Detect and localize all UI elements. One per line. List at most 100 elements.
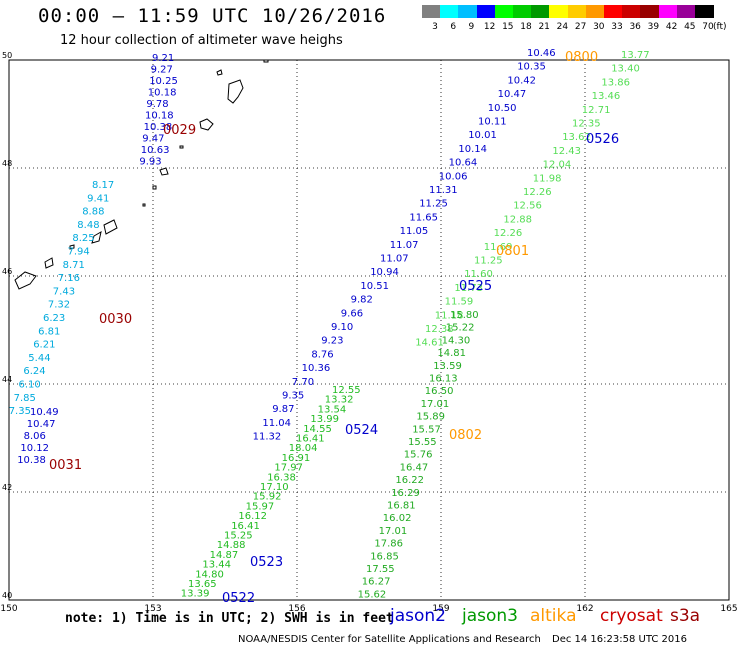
wave-height-label: 10.42 xyxy=(507,75,536,86)
wave-height-label: 9.87 xyxy=(272,404,294,415)
wave-height-label: 17.10 xyxy=(260,482,289,493)
wave-height-label: 10.01 xyxy=(468,130,497,141)
wave-height-label: 15.25 xyxy=(224,531,253,542)
wave-height-label: 7.70 xyxy=(292,377,314,388)
wave-height-label: 11.98 xyxy=(533,173,562,184)
island-outline xyxy=(91,231,102,244)
wave-height-label: 13.44 xyxy=(202,560,231,571)
wave-height-label: 13.59 xyxy=(433,361,462,372)
legend-label: 18 xyxy=(520,22,532,32)
wave-height-label: 13.65 xyxy=(188,579,217,590)
island-outline xyxy=(69,244,75,250)
wave-height-label: 13.99 xyxy=(310,414,339,425)
wave-height-label: 10.35 xyxy=(517,62,546,73)
wave-height-label: 10.06 xyxy=(439,171,468,182)
wave-height-label: 11.25 xyxy=(474,256,503,267)
wave-height-label: 8.06 xyxy=(24,431,46,442)
wave-height-label: 16.81 xyxy=(387,501,416,512)
legend-label: 42 xyxy=(665,22,678,32)
wave-height-label: 11.32 xyxy=(253,432,282,443)
wave-height-label: 17.86 xyxy=(374,539,403,550)
wave-height-label: 15.97 xyxy=(246,501,275,512)
footer-note: note: 1) Time is in UTC; 2) SWH is in fe… xyxy=(65,611,394,626)
legend-label: 3 xyxy=(432,22,438,32)
wave-height-label: 10.12 xyxy=(20,443,49,454)
island-outline xyxy=(152,185,157,190)
wave-height-label: 10.49 xyxy=(30,407,59,418)
wave-height-label: 9.47 xyxy=(142,134,164,145)
island-outline xyxy=(179,145,184,149)
wave-height-label: 15.62 xyxy=(358,589,387,600)
wave-height-label: 9.66 xyxy=(341,308,363,319)
wave-height-label: 12.35 xyxy=(572,119,601,130)
island-outline xyxy=(103,219,118,235)
wave-height-label: 13.77 xyxy=(621,50,650,61)
island-outline xyxy=(44,257,54,269)
legend-label: 21 xyxy=(538,22,550,32)
wave-height-label: 13.39 xyxy=(181,589,210,600)
wave-height-label: 16.29 xyxy=(391,488,420,499)
wave-height-label: 15.80 xyxy=(450,310,479,321)
legend-swatch xyxy=(567,5,587,18)
pass-time-label: 0526 xyxy=(586,132,619,147)
wave-height-label: 16.41 xyxy=(296,434,325,445)
island-outline xyxy=(199,118,214,131)
legend-s3a: s3a xyxy=(670,606,701,626)
wave-height-label: 15.89 xyxy=(416,412,445,423)
lat-tick-label: 50 xyxy=(2,51,12,60)
legend-jason2: jason2 xyxy=(390,606,446,626)
wave-height-label: 11.07 xyxy=(380,254,409,265)
wave-height-label: 18.04 xyxy=(289,443,318,454)
wave-height-label: 14.87 xyxy=(210,550,239,561)
wave-height-label: 16.41 xyxy=(231,521,260,532)
wave-height-label: 10.38 xyxy=(144,122,173,133)
wave-height-label: 16.47 xyxy=(400,462,429,473)
wave-height-label: 11.05 xyxy=(400,226,429,237)
map-subtitle: 12 hour collection of altimeter wave hei… xyxy=(60,33,343,48)
pass-time-label: 0029 xyxy=(163,123,196,138)
legend-label: 33 xyxy=(611,22,623,32)
legend-label: 15 xyxy=(502,22,514,32)
wave-height-label: 8.71 xyxy=(63,260,85,271)
wave-height-label: 14.88 xyxy=(217,540,246,551)
wave-height-label: 16.13 xyxy=(429,374,458,385)
legend-swatch xyxy=(440,5,459,18)
wave-height-label: 8.25 xyxy=(72,233,94,244)
lat-tick-label: 40 xyxy=(2,591,12,600)
wave-height-label: 13.86 xyxy=(601,77,630,88)
wave-height-label: 14.55 xyxy=(303,424,332,435)
legend-label: 12 xyxy=(483,22,496,32)
wave-height-label: 16.22 xyxy=(395,475,424,486)
legend-label: 27 xyxy=(574,22,587,32)
wave-height-label: 8.88 xyxy=(82,207,104,218)
legend-swatch xyxy=(476,5,496,18)
wave-height-label: 15.57 xyxy=(412,424,441,435)
wave-height-label: 11.59 xyxy=(445,297,474,308)
footer-credit: NOAA/NESDIS Center for Satellite Applica… xyxy=(238,634,541,645)
wave-height-label: 9.27 xyxy=(151,65,173,76)
legend-swatch xyxy=(622,5,641,18)
wave-height-label: 9.35 xyxy=(282,391,304,402)
legend-cryosat: cryosat xyxy=(600,606,663,626)
island-outline xyxy=(263,59,269,63)
wave-height-label: 10.18 xyxy=(148,88,177,99)
wave-height-label: 6.81 xyxy=(38,326,60,337)
lon-tick-label: 153 xyxy=(144,604,161,614)
wave-height-label: 10.50 xyxy=(488,103,517,114)
island-outline xyxy=(216,69,223,76)
island-outline xyxy=(159,167,169,176)
island-outline xyxy=(14,271,37,290)
wave-height-label: 7.16 xyxy=(58,273,80,284)
wave-height-label: 10.36 xyxy=(302,363,331,374)
legend-swatch xyxy=(494,5,514,18)
legend-swatch xyxy=(585,5,605,18)
wave-height-label: 14.61 xyxy=(415,338,444,349)
pass-time-label: 0523 xyxy=(250,555,283,570)
wave-height-label: 7.94 xyxy=(68,247,90,258)
wave-height-label: 12.38 xyxy=(425,324,454,335)
wave-height-label: 12.71 xyxy=(582,105,611,116)
wave-height-label: 5.44 xyxy=(28,353,50,364)
wave-height-label: 17.97 xyxy=(274,463,303,474)
wave-height-label: 11.31 xyxy=(429,185,458,196)
